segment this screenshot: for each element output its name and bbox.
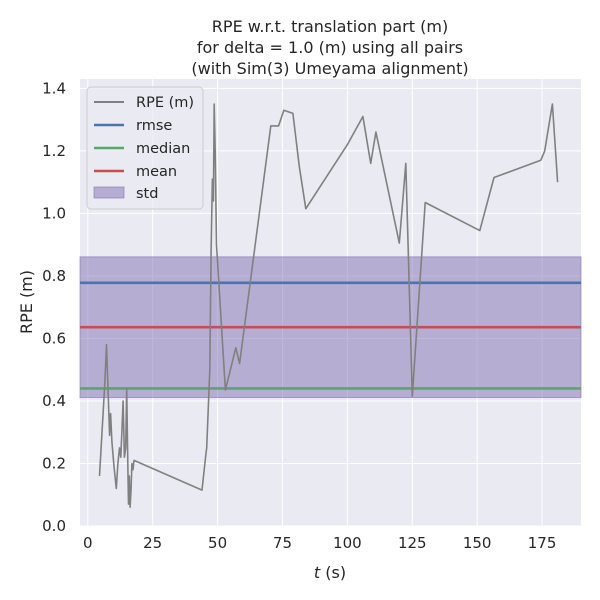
y-tick-label: 0.8 [42, 267, 66, 285]
x-tick-labels: 0 25 50 75 100 125 150 175 [83, 534, 556, 552]
legend-label-rmse: rmse [136, 118, 172, 134]
title-line-1: RPE w.r.t. translation part (m) [212, 17, 448, 36]
x-axis-label-var: t [314, 563, 321, 582]
legend: RPE (m) rmse median mean std [86, 86, 204, 210]
x-axis-label-unit: (s) [320, 563, 346, 582]
chart-title: RPE w.r.t. translation part (m) for delt… [191, 17, 468, 78]
x-tick-label: 150 [463, 534, 492, 552]
x-tick-label: 100 [333, 534, 362, 552]
title-line-3: (with Sim(3) Umeyama alignment) [191, 59, 468, 78]
series-group [98, 103, 559, 509]
legend-swatch-std [93, 186, 125, 199]
stat-lines-group [80, 281, 581, 390]
x-axis-label: t (s) [314, 563, 346, 582]
x-tick-label: 175 [528, 534, 557, 552]
y-tick-label: 1.4 [42, 79, 66, 97]
x-tick-label: 25 [143, 534, 162, 552]
y-tick-label: 0.4 [42, 392, 66, 410]
x-tick-label: 75 [273, 534, 292, 552]
legend-label-std: std [136, 186, 158, 202]
legend-frame [86, 86, 204, 210]
y-tick-label: 0.6 [42, 329, 66, 347]
y-axis-label: RPE (m) [17, 270, 36, 334]
y-tick-labels: 0.0 0.2 0.4 0.6 0.8 1.0 1.2 1.4 [42, 79, 66, 535]
y-tick-label: 1.2 [42, 142, 66, 160]
legend-label-rpe: RPE (m) [136, 95, 194, 111]
x-tick-label: 125 [398, 534, 427, 552]
x-tick-label: 50 [208, 534, 227, 552]
title-line-2: for delta = 1.0 (m) using all pairs [197, 38, 463, 57]
y-tick-label: 0.0 [42, 517, 66, 535]
legend-label-mean: mean [136, 164, 177, 180]
y-tick-label: 0.2 [42, 454, 66, 472]
rpe-series-line [98, 103, 559, 509]
legend-label-median: median [136, 141, 190, 157]
grid-lines [80, 79, 581, 527]
y-tick-label: 1.0 [42, 204, 66, 222]
x-tick-label: 0 [83, 534, 93, 552]
